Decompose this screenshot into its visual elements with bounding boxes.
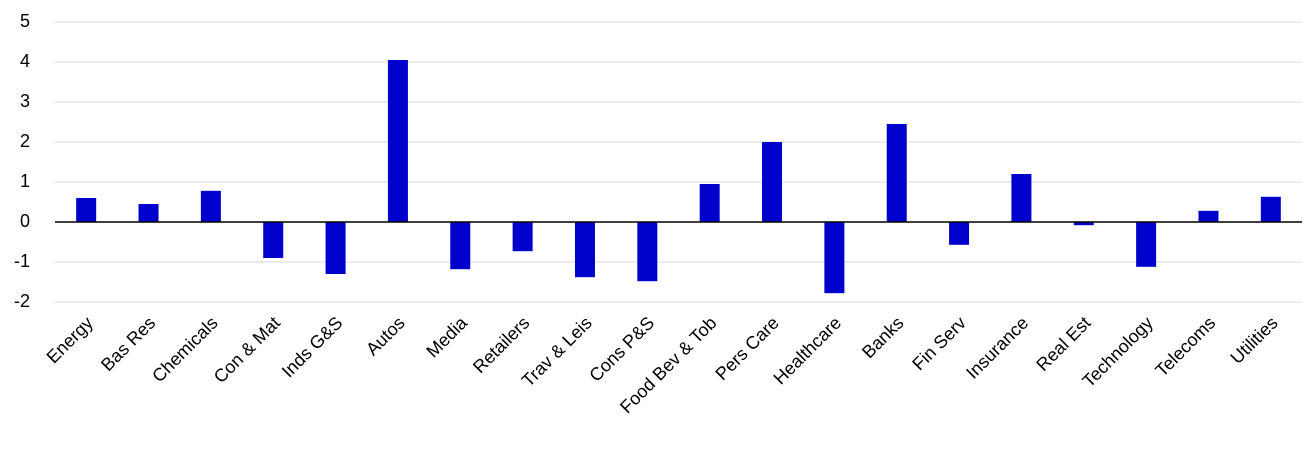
y-tick-label: 0 xyxy=(20,211,30,231)
x-tick-label: Insurance xyxy=(962,313,1032,383)
x-tick-label: Bas Res xyxy=(97,313,159,375)
x-tick-label: Chemicals xyxy=(148,313,222,387)
x-tick-label: Retailers xyxy=(469,313,533,377)
bar xyxy=(325,222,346,274)
x-tick-label: Media xyxy=(422,312,472,362)
x-tick-label: Energy xyxy=(43,313,97,367)
y-tick-label: 3 xyxy=(20,91,30,111)
y-tick-label: 2 xyxy=(20,131,30,151)
bar xyxy=(762,142,783,222)
bar xyxy=(1136,222,1157,267)
bar xyxy=(574,222,595,278)
y-tick-label: 4 xyxy=(20,51,30,71)
x-tick-label: Telecoms xyxy=(1151,313,1219,381)
y-tick-label: -1 xyxy=(14,251,30,271)
bar xyxy=(1260,196,1281,222)
bar xyxy=(387,60,408,222)
x-tick-label: Real Est xyxy=(1032,313,1094,375)
bar xyxy=(138,204,159,222)
x-tick-label: Banks xyxy=(858,313,908,363)
bar xyxy=(949,222,970,245)
bar xyxy=(699,184,720,222)
bar xyxy=(637,222,658,282)
x-tick-label: Utilities xyxy=(1226,313,1281,368)
bar xyxy=(200,190,221,222)
bar xyxy=(886,124,907,222)
bar xyxy=(76,198,97,222)
bar xyxy=(1198,210,1219,222)
x-tick-label: Fin Serv xyxy=(908,313,970,375)
bar xyxy=(1011,174,1032,222)
y-tick-label: 1 xyxy=(20,171,30,191)
y-tick-label: -2 xyxy=(14,291,30,311)
bar xyxy=(824,222,845,294)
bar xyxy=(1073,222,1094,226)
bar xyxy=(512,222,533,252)
y-tick-label: 5 xyxy=(20,11,30,31)
bar xyxy=(263,222,284,258)
x-tick-label: Autos xyxy=(362,313,409,360)
x-tick-label: Con & Mat xyxy=(210,313,284,387)
x-tick-label: Inds G&S xyxy=(278,313,347,382)
bar xyxy=(450,222,471,270)
x-tick-label: Healthcare xyxy=(770,313,846,389)
